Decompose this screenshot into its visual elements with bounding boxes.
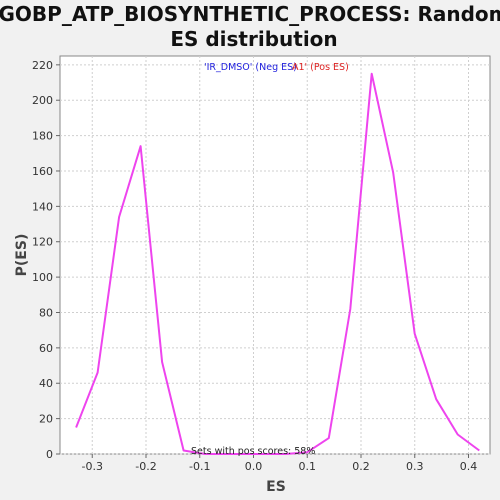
y-tick-label: 40 bbox=[39, 377, 53, 390]
y-tick-label: 140 bbox=[32, 200, 53, 213]
y-tick-label: 60 bbox=[39, 342, 53, 355]
y-tick-label: 220 bbox=[32, 59, 53, 72]
y-tick-label: 0 bbox=[46, 448, 53, 461]
y-tick-label: 180 bbox=[32, 130, 53, 143]
plot-area bbox=[59, 55, 491, 455]
x-axis-label: ES bbox=[266, 479, 286, 495]
x-tick-label: 0.3 bbox=[406, 460, 424, 473]
y-axis-label: P(ES) bbox=[14, 234, 30, 277]
y-tick-label: 100 bbox=[32, 271, 53, 284]
x-tick-label: 0.0 bbox=[245, 460, 263, 473]
legend-pos-label: A1' (Pos ES) bbox=[292, 62, 349, 73]
series-line bbox=[75, 72, 480, 455]
y-tick-label: 200 bbox=[32, 94, 53, 107]
chart-title-line1: GOBP_ATP_BIOSYNTHETIC_PROCESS: Random bbox=[0, 2, 500, 26]
legend-neg-label: 'IR_DMSO' (Neg ES) bbox=[204, 62, 297, 73]
y-tick-label: 80 bbox=[39, 306, 53, 319]
ticks: 0 20 40 60 80 100 120 140 160 180 200 220 -0.3 -0.2 -0… bbox=[32, 59, 477, 473]
chart-title-line2: ES distribution bbox=[170, 27, 337, 51]
pos-score-annotation: Sets with pos scores: 58% bbox=[191, 446, 315, 457]
series bbox=[75, 72, 480, 455]
y-tick-label: 160 bbox=[32, 165, 53, 178]
x-tick-label: 0.2 bbox=[352, 460, 370, 473]
x-tick-label: -0.1 bbox=[189, 460, 210, 473]
x-tick-label: -0.2 bbox=[135, 460, 156, 473]
x-tick-label: 0.4 bbox=[460, 460, 478, 473]
y-tick-label: 20 bbox=[39, 413, 53, 426]
x-tick-label: -0.3 bbox=[82, 460, 103, 473]
x-tick-label: 0.1 bbox=[299, 460, 317, 473]
y-tick-label: 120 bbox=[32, 236, 53, 249]
